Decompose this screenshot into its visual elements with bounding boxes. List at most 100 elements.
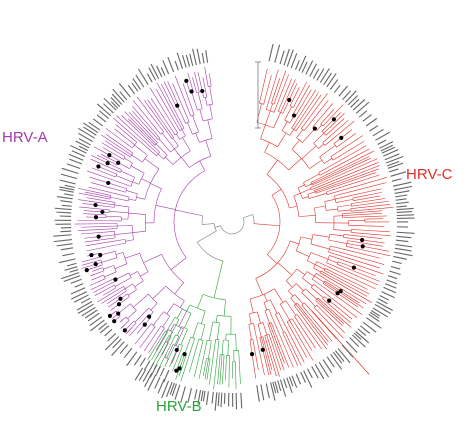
branch-segment [312, 116, 322, 128]
branch-segment [298, 214, 316, 217]
branch-segment [94, 289, 107, 296]
clade-c-branches [248, 68, 394, 379]
branch-arc [267, 195, 281, 255]
branch-segment [132, 78, 141, 90]
branch-segment [222, 363, 224, 385]
branch-segment [113, 179, 132, 187]
node-marker [116, 302, 122, 307]
branch-arc [326, 191, 328, 195]
branch-segment [148, 344, 155, 354]
branch-segment [243, 214, 253, 219]
branch-segment [164, 124, 174, 138]
branch-segment [111, 93, 123, 105]
branch-segment [273, 112, 281, 129]
branch-segment [86, 244, 118, 252]
branch-segment [93, 285, 107, 293]
branch-segment [288, 83, 298, 101]
branch-segment [192, 322, 199, 338]
branch-arc [252, 214, 255, 224]
branch-segment [301, 115, 311, 129]
branch-segment [66, 163, 81, 169]
branch-arc [328, 234, 330, 241]
branch-segment [136, 196, 145, 200]
branch-segment [207, 119, 213, 139]
branch-segment [162, 60, 170, 75]
branch-segment [84, 191, 105, 197]
branch-segment [322, 303, 345, 325]
branch-segment [340, 290, 360, 304]
branch-segment [91, 167, 103, 173]
branch-arc [190, 114, 195, 117]
branch-segment [201, 310, 206, 324]
branch-segment [259, 90, 263, 104]
branch-segment [300, 188, 311, 194]
branch-arc [163, 311, 171, 317]
branch-segment [381, 146, 396, 154]
branch-segment [396, 214, 414, 217]
branch-segment [150, 121, 161, 135]
branch-segment [322, 298, 332, 307]
branch-segment [395, 201, 409, 205]
branch-segment [319, 272, 333, 280]
branch-segment [175, 209, 203, 217]
branch-segment [288, 158, 302, 171]
branch-segment [328, 275, 368, 297]
branch-segment [292, 85, 310, 115]
branch-segment [329, 248, 336, 252]
branch-segment [220, 392, 223, 408]
branch-segment [109, 147, 126, 158]
branch-arc [293, 195, 300, 217]
branch-segment [333, 229, 352, 232]
branch-segment [316, 261, 332, 269]
branch-segment [155, 345, 160, 351]
branch-segment [83, 210, 103, 213]
branch-segment [329, 300, 353, 320]
branch-segment [81, 226, 108, 228]
tree-backbone [197, 214, 255, 262]
branch-arc [133, 320, 137, 324]
branch-segment [390, 265, 401, 270]
branch-segment [184, 336, 191, 355]
branch-segment [88, 259, 101, 264]
branch-segment [311, 186, 319, 190]
branch-arc [259, 336, 263, 338]
branch-segment [296, 314, 302, 321]
branch-segment [277, 132, 287, 147]
branch-segment [200, 390, 204, 402]
branch-segment [341, 129, 353, 139]
branch-segment [170, 324, 175, 331]
branch-segment [255, 278, 263, 295]
branch-segment [383, 286, 397, 294]
branch-segment [314, 275, 325, 283]
branch-segment [187, 387, 192, 403]
branch-segment [302, 128, 316, 143]
branch-segment [291, 330, 308, 358]
branch-segment [105, 134, 121, 145]
branch-arc [129, 162, 133, 169]
branch-segment [260, 384, 265, 401]
branch-segment [261, 336, 264, 346]
branch-arc [156, 152, 161, 157]
branch-segment [77, 228, 110, 232]
branch-segment [276, 74, 289, 106]
branch-segment [125, 239, 134, 242]
branch-segment [360, 249, 391, 257]
branch-segment [56, 211, 72, 214]
branch-segment [112, 88, 125, 103]
branch-segment [323, 125, 333, 134]
branch-segment [149, 87, 173, 125]
branch-segment [176, 133, 180, 140]
node-marker [116, 311, 121, 316]
branch-segment [386, 161, 400, 167]
branch-segment [69, 158, 83, 165]
branch-segment [331, 279, 372, 303]
branch-segment [319, 165, 338, 176]
branch-segment [309, 63, 317, 77]
branch-segment [115, 272, 129, 280]
branch-segment [355, 101, 370, 114]
branch-segment [323, 281, 333, 289]
node-marker [339, 135, 344, 140]
branch-segment [284, 106, 292, 121]
branch-arc [148, 307, 154, 313]
branch-segment [116, 290, 127, 298]
